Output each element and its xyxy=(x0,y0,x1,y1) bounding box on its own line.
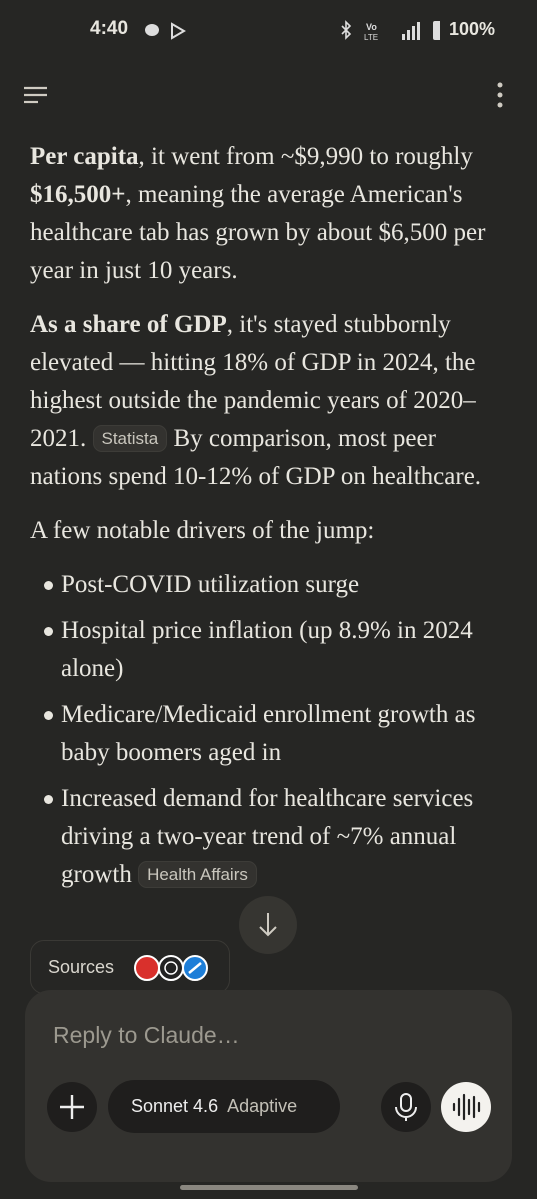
model-mode: Adaptive xyxy=(227,1096,298,1116)
top-bar xyxy=(0,70,537,120)
bullet-text: Medicare/Medicaid enrollment growth as b… xyxy=(61,696,510,772)
status-time: 4:40 xyxy=(90,18,129,39)
mic-button[interactable] xyxy=(381,1082,431,1132)
battery-level: 100% xyxy=(449,19,496,39)
sources-label: Sources xyxy=(48,957,115,977)
svg-text:LTE: LTE xyxy=(364,33,378,42)
bullet-item: Increased demand for healthcare services… xyxy=(44,780,510,894)
text-run: Increased demand for healthcare services… xyxy=(61,785,474,888)
bullet-dot xyxy=(44,711,53,720)
bullet-text: Hospital price inflation (up 8.9% in 202… xyxy=(61,612,510,688)
text-run: , it's stayed stubbornly elevated — hitt… xyxy=(30,311,476,452)
bullet-item: Post-COVID utilization surge xyxy=(44,566,510,604)
text-run: Per capita xyxy=(30,143,139,170)
conversation: Per capita, it went from ~$9,990 to roug… xyxy=(0,120,537,990)
text-run: As a share of GDP xyxy=(30,311,227,338)
source-icons xyxy=(134,955,208,981)
menu-button[interactable] xyxy=(24,86,47,104)
text-run: Post-COVID utilization surge xyxy=(61,571,360,598)
bullet-item: Medicare/Medicaid enrollment growth as b… xyxy=(44,696,510,772)
status-icons-left xyxy=(145,22,186,40)
bullet-item: Hospital price inflation (up 8.9% in 202… xyxy=(44,612,510,688)
text-run: A few notable drivers of the jump: xyxy=(30,517,375,544)
bullet-dot xyxy=(44,581,53,590)
citation-chip[interactable]: Statista xyxy=(92,425,168,452)
text-run: Hospital price inflation (up 8.9% in 202… xyxy=(61,617,473,682)
svg-text:Vo: Vo xyxy=(366,22,377,32)
assistant-message: Per capita, it went from ~$9,990 to roug… xyxy=(30,138,510,902)
paragraph: Per capita, it went from ~$9,990 to roug… xyxy=(30,138,510,290)
composer: Reply to Claude… Sonnet 4.6 Adaptive xyxy=(25,990,512,1182)
paragraph: A few notable drivers of the jump: xyxy=(30,512,510,550)
bullet-dot xyxy=(44,627,53,636)
voice-button[interactable] xyxy=(441,1082,491,1132)
text-run: , it went from ~$9,990 to roughly xyxy=(138,143,473,170)
add-button[interactable] xyxy=(47,1082,97,1132)
model-selector[interactable]: Sonnet 4.6 Adaptive xyxy=(108,1080,340,1133)
scroll-down-button[interactable] xyxy=(238,895,298,955)
text-run: Medicare/Medicaid enrollment growth as b… xyxy=(61,701,476,766)
text-run: , meaning the average American's healthc… xyxy=(30,181,486,284)
text-run: By comparison, most peer nations spend 1… xyxy=(30,425,482,490)
bullet-dot xyxy=(44,795,53,804)
model-name: Sonnet 4.6 xyxy=(131,1096,219,1116)
home-indicator xyxy=(180,1185,358,1190)
paragraph: As a share of GDP, it's stayed stubbornl… xyxy=(30,306,510,496)
sources-button[interactable]: Sources xyxy=(30,940,230,994)
reply-input[interactable]: Reply to Claude… xyxy=(53,1022,240,1048)
more-button[interactable] xyxy=(497,82,503,108)
citation-chip[interactable]: Health Affairs xyxy=(138,861,257,888)
bullet-text: Post-COVID utilization surge xyxy=(61,566,359,604)
text-run: $16,500+ xyxy=(30,181,126,208)
bullet-text: Increased demand for healthcare services… xyxy=(61,780,510,894)
